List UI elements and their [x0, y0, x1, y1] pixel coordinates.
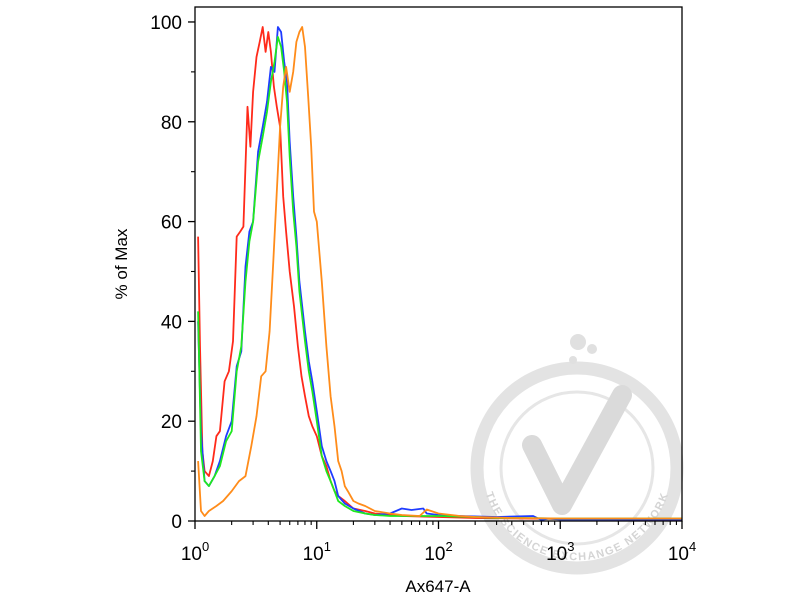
x-axis-label: Ax647-A: [405, 577, 471, 596]
y-tick-label-20: 20: [161, 412, 182, 433]
y-axis-label: % of Max: [112, 228, 131, 299]
watermark-dot-large: [570, 334, 586, 350]
y-tick-label-60: 60: [161, 213, 182, 234]
tick-layer: 0 20 40 60 80 100 100 101 102 103 104: [150, 13, 696, 565]
series-line-4: [197, 26, 682, 520]
plot-frame: [194, 6, 683, 522]
y-tick-label-80: 80: [161, 113, 182, 134]
series-layer: [197, 26, 683, 521]
x-tick-label-1000: 103: [546, 539, 574, 565]
x-tick-label-1: 100: [181, 539, 209, 565]
series-line-2: [197, 26, 682, 521]
watermark-text: THE SCIENCE EXCHANGE NETWORK: [483, 490, 672, 563]
series-line-3: [197, 36, 682, 520]
science-exchange-watermark: THE SCIENCE EXCHANGE NETWORK: [470, 334, 684, 575]
x-tick-label-10000: 104: [668, 539, 696, 565]
watermark-textpath: THE SCIENCE EXCHANGE NETWORK: [483, 490, 670, 563]
y-tick-label-0: 0: [171, 512, 182, 533]
y-tick-label-100: 100: [150, 13, 182, 34]
watermark-check-icon: [522, 385, 632, 515]
watermark-ring: [470, 361, 684, 575]
series-line-1: [197, 26, 683, 521]
watermark-dot-medium: [587, 344, 597, 354]
x-tick-label-100: 102: [424, 539, 452, 565]
watermark-dot-small: [569, 356, 577, 364]
y-tick-label-40: 40: [161, 312, 182, 333]
watermark-inner-ring: [499, 390, 655, 546]
x-tick-label-10: 101: [303, 539, 331, 565]
